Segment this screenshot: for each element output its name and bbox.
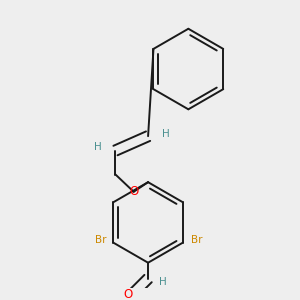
Text: O: O	[123, 288, 133, 300]
Text: H: H	[162, 129, 170, 139]
Text: Br: Br	[191, 235, 202, 245]
Text: O: O	[129, 185, 138, 198]
Text: H: H	[94, 142, 102, 152]
Text: H: H	[159, 277, 166, 287]
Text: Br: Br	[94, 235, 106, 245]
